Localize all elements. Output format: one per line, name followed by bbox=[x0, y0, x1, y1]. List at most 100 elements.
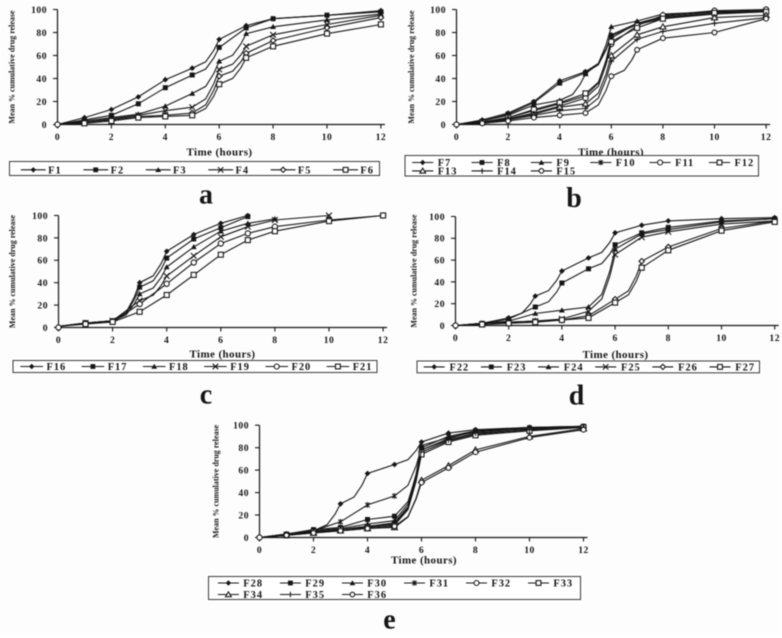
svg-text:8: 8 bbox=[666, 333, 671, 344]
svg-text:F13: F13 bbox=[438, 167, 458, 178]
svg-text:2: 2 bbox=[506, 333, 511, 344]
svg-text:2: 2 bbox=[109, 132, 114, 143]
svg-text:20: 20 bbox=[36, 97, 47, 108]
svg-text:80: 80 bbox=[238, 443, 249, 454]
svg-text:12: 12 bbox=[378, 335, 389, 346]
svg-text:F34: F34 bbox=[243, 590, 263, 601]
svg-text:c: c bbox=[200, 380, 212, 411]
svg-text:F30: F30 bbox=[367, 579, 387, 590]
svg-text:40: 40 bbox=[435, 74, 446, 85]
svg-text:80: 80 bbox=[36, 28, 47, 39]
svg-text:40: 40 bbox=[238, 488, 249, 499]
svg-text:100: 100 bbox=[429, 212, 445, 223]
svg-text:F25: F25 bbox=[621, 363, 641, 374]
svg-text:d: d bbox=[569, 381, 585, 412]
svg-text:0: 0 bbox=[244, 533, 249, 544]
svg-text:8: 8 bbox=[272, 335, 277, 346]
svg-text:6: 6 bbox=[609, 132, 614, 143]
svg-text:Mean % cumulative drug release: Mean % cumulative drug release bbox=[8, 10, 17, 124]
svg-text:12: 12 bbox=[769, 333, 780, 344]
svg-text:0: 0 bbox=[43, 323, 48, 334]
svg-text:10: 10 bbox=[524, 545, 535, 556]
svg-text:F4: F4 bbox=[236, 165, 250, 176]
svg-text:2: 2 bbox=[311, 545, 316, 556]
svg-text:Mean % cumulative drug release: Mean % cumulative drug release bbox=[407, 10, 416, 124]
svg-text:40: 40 bbox=[37, 278, 48, 289]
svg-text:F3: F3 bbox=[173, 165, 187, 176]
svg-text:F35: F35 bbox=[305, 590, 325, 601]
svg-text:0: 0 bbox=[55, 132, 60, 143]
svg-text:F19: F19 bbox=[230, 362, 250, 373]
svg-text:80: 80 bbox=[37, 233, 48, 244]
svg-text:6: 6 bbox=[217, 132, 222, 143]
svg-text:60: 60 bbox=[37, 256, 48, 267]
svg-text:80: 80 bbox=[435, 28, 446, 39]
svg-text:F9: F9 bbox=[556, 158, 570, 169]
svg-text:20: 20 bbox=[434, 299, 445, 310]
svg-text:8: 8 bbox=[473, 545, 478, 556]
svg-text:12: 12 bbox=[578, 545, 589, 556]
svg-text:F14: F14 bbox=[497, 167, 517, 178]
svg-text:100: 100 bbox=[233, 421, 249, 432]
svg-text:F24: F24 bbox=[564, 363, 584, 374]
svg-text:F7: F7 bbox=[438, 158, 452, 169]
svg-text:8: 8 bbox=[270, 132, 275, 143]
svg-text:0: 0 bbox=[257, 545, 262, 556]
svg-text:6: 6 bbox=[419, 545, 424, 556]
svg-text:F2: F2 bbox=[111, 165, 125, 176]
svg-text:Time (hours): Time (hours) bbox=[391, 555, 457, 567]
svg-text:F22: F22 bbox=[450, 363, 470, 374]
svg-text:12: 12 bbox=[761, 132, 772, 143]
svg-text:F17: F17 bbox=[108, 362, 128, 373]
svg-text:4: 4 bbox=[163, 132, 168, 143]
svg-text:F33: F33 bbox=[553, 579, 573, 590]
svg-text:20: 20 bbox=[238, 510, 249, 521]
svg-text:b: b bbox=[566, 183, 582, 214]
svg-text:40: 40 bbox=[434, 277, 445, 288]
svg-text:10: 10 bbox=[716, 333, 727, 344]
svg-text:0: 0 bbox=[440, 321, 445, 332]
svg-text:4: 4 bbox=[164, 335, 169, 346]
svg-text:6: 6 bbox=[612, 333, 617, 344]
svg-text:a: a bbox=[199, 180, 213, 211]
svg-text:60: 60 bbox=[434, 256, 445, 267]
svg-text:e: e bbox=[383, 605, 395, 634]
svg-text:F26: F26 bbox=[678, 363, 698, 374]
svg-text:F16: F16 bbox=[47, 362, 67, 373]
svg-text:Mean % cumulative drug release: Mean % cumulative drug release bbox=[410, 214, 419, 328]
svg-text:100: 100 bbox=[31, 5, 47, 16]
svg-text:2: 2 bbox=[505, 132, 510, 143]
svg-text:4: 4 bbox=[559, 333, 564, 344]
svg-text:Time (hours): Time (hours) bbox=[582, 349, 648, 361]
svg-text:6: 6 bbox=[218, 335, 223, 346]
svg-text:0: 0 bbox=[42, 120, 47, 131]
svg-text:F6: F6 bbox=[360, 165, 374, 176]
svg-text:F10: F10 bbox=[616, 158, 636, 169]
svg-text:0: 0 bbox=[454, 132, 459, 143]
svg-text:Mean % cumulative drug release: Mean % cumulative drug release bbox=[212, 424, 221, 538]
svg-text:Time (hours): Time (hours) bbox=[186, 147, 252, 159]
svg-text:F23: F23 bbox=[507, 363, 527, 374]
svg-text:Mean % cumulative drug release: Mean % cumulative drug release bbox=[8, 214, 17, 328]
svg-text:20: 20 bbox=[37, 301, 48, 312]
svg-text:F8: F8 bbox=[497, 158, 511, 169]
svg-text:20: 20 bbox=[435, 97, 446, 108]
svg-text:0: 0 bbox=[56, 335, 61, 346]
svg-text:Time (hours): Time (hours) bbox=[189, 349, 255, 361]
svg-text:F27: F27 bbox=[735, 363, 755, 374]
svg-text:F36: F36 bbox=[367, 590, 387, 601]
svg-text:0: 0 bbox=[441, 120, 446, 131]
svg-text:F1: F1 bbox=[48, 165, 62, 176]
svg-text:100: 100 bbox=[430, 5, 446, 16]
svg-text:12: 12 bbox=[376, 132, 387, 143]
svg-text:10: 10 bbox=[324, 335, 335, 346]
svg-text:F28: F28 bbox=[243, 579, 263, 590]
svg-text:60: 60 bbox=[238, 466, 249, 477]
svg-text:F5: F5 bbox=[298, 165, 312, 176]
svg-text:10: 10 bbox=[322, 132, 333, 143]
svg-text:0: 0 bbox=[453, 333, 458, 344]
svg-text:F20: F20 bbox=[292, 362, 312, 373]
svg-text:4: 4 bbox=[365, 545, 370, 556]
svg-text:10: 10 bbox=[709, 132, 720, 143]
svg-text:60: 60 bbox=[36, 51, 47, 62]
